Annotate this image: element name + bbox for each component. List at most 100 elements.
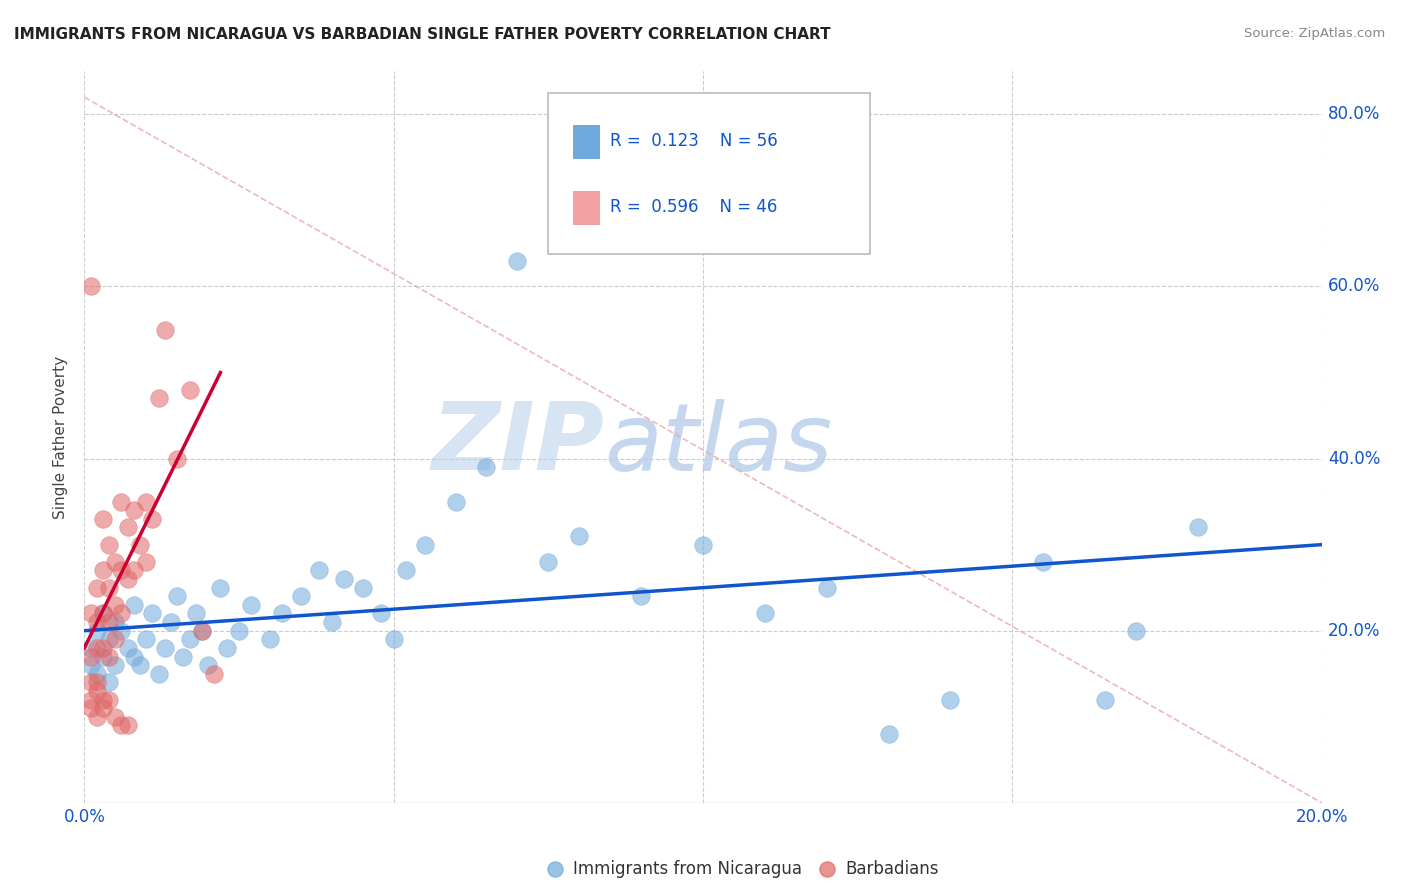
Point xyxy=(228,624,250,638)
Y-axis label: Single Father Poverty: Single Father Poverty xyxy=(53,356,69,518)
Point xyxy=(86,675,108,690)
Point xyxy=(79,649,101,664)
Point xyxy=(259,632,281,647)
Point xyxy=(148,666,170,681)
Bar xyxy=(574,126,600,159)
Point xyxy=(122,649,145,664)
Point xyxy=(104,710,127,724)
Point xyxy=(271,607,294,621)
Text: 60.0%: 60.0% xyxy=(1327,277,1381,295)
Point xyxy=(877,727,900,741)
Point xyxy=(91,607,114,621)
Bar xyxy=(574,191,600,225)
Point xyxy=(122,564,145,578)
Point xyxy=(382,632,405,647)
Point xyxy=(308,564,330,578)
Point xyxy=(86,615,108,629)
Point xyxy=(1094,692,1116,706)
Point xyxy=(692,538,714,552)
Text: 20.0%: 20.0% xyxy=(1327,622,1381,640)
Point xyxy=(86,624,108,638)
Point xyxy=(122,598,145,612)
Point xyxy=(91,512,114,526)
Point xyxy=(91,640,114,655)
Point xyxy=(1187,520,1209,534)
Point xyxy=(117,640,139,655)
Text: R =  0.123    N = 56: R = 0.123 N = 56 xyxy=(610,132,778,150)
Point xyxy=(122,503,145,517)
Point xyxy=(191,624,214,638)
Point xyxy=(91,649,114,664)
Point xyxy=(86,684,108,698)
Point xyxy=(91,564,114,578)
Point xyxy=(160,615,183,629)
Point xyxy=(91,607,114,621)
Point xyxy=(104,632,127,647)
Point xyxy=(98,615,121,629)
Point xyxy=(141,512,163,526)
Point xyxy=(630,589,652,603)
Point xyxy=(172,649,194,664)
Point xyxy=(754,607,776,621)
Text: IMMIGRANTS FROM NICARAGUA VS BARBADIAN SINGLE FATHER POVERTY CORRELATION CHART: IMMIGRANTS FROM NICARAGUA VS BARBADIAN S… xyxy=(14,27,831,42)
Point xyxy=(79,701,101,715)
Point xyxy=(98,675,121,690)
Point xyxy=(129,538,152,552)
Point xyxy=(153,640,176,655)
Point xyxy=(1125,624,1147,638)
Point xyxy=(568,529,591,543)
Point xyxy=(413,538,436,552)
Point xyxy=(537,555,560,569)
Point xyxy=(191,624,214,638)
Point xyxy=(395,564,418,578)
Point xyxy=(290,589,312,603)
Text: 80.0%: 80.0% xyxy=(1327,105,1381,123)
Point xyxy=(117,520,139,534)
Point xyxy=(104,658,127,673)
Point xyxy=(91,692,114,706)
Point xyxy=(444,494,467,508)
Point xyxy=(153,322,176,336)
Point xyxy=(110,564,132,578)
Text: atlas: atlas xyxy=(605,399,832,490)
Point xyxy=(141,607,163,621)
Point xyxy=(939,692,962,706)
Point xyxy=(370,607,392,621)
Point xyxy=(98,632,121,647)
Point xyxy=(135,494,157,508)
Text: Barbadians: Barbadians xyxy=(845,860,939,878)
Point xyxy=(86,581,108,595)
Point xyxy=(104,615,127,629)
Point xyxy=(91,701,114,715)
Text: 40.0%: 40.0% xyxy=(1327,450,1381,467)
Point xyxy=(104,598,127,612)
Point xyxy=(215,640,238,655)
Point xyxy=(352,581,374,595)
Point xyxy=(333,572,356,586)
Point xyxy=(98,581,121,595)
Point xyxy=(98,538,121,552)
Point xyxy=(1032,555,1054,569)
Point xyxy=(86,710,108,724)
Point xyxy=(117,718,139,732)
Point xyxy=(79,607,101,621)
Point xyxy=(184,607,207,621)
Point xyxy=(79,692,101,706)
Point xyxy=(475,460,498,475)
Point xyxy=(110,607,132,621)
Text: Immigrants from Nicaragua: Immigrants from Nicaragua xyxy=(574,860,801,878)
Point xyxy=(197,658,219,673)
Point xyxy=(110,494,132,508)
Point xyxy=(135,632,157,647)
Point xyxy=(179,632,201,647)
Point xyxy=(79,279,101,293)
Point xyxy=(129,658,152,673)
Point xyxy=(166,589,188,603)
Point xyxy=(179,383,201,397)
Point xyxy=(104,555,127,569)
Point xyxy=(321,615,343,629)
FancyBboxPatch shape xyxy=(548,94,870,254)
Point xyxy=(506,253,529,268)
Point xyxy=(79,675,101,690)
Point xyxy=(135,555,157,569)
